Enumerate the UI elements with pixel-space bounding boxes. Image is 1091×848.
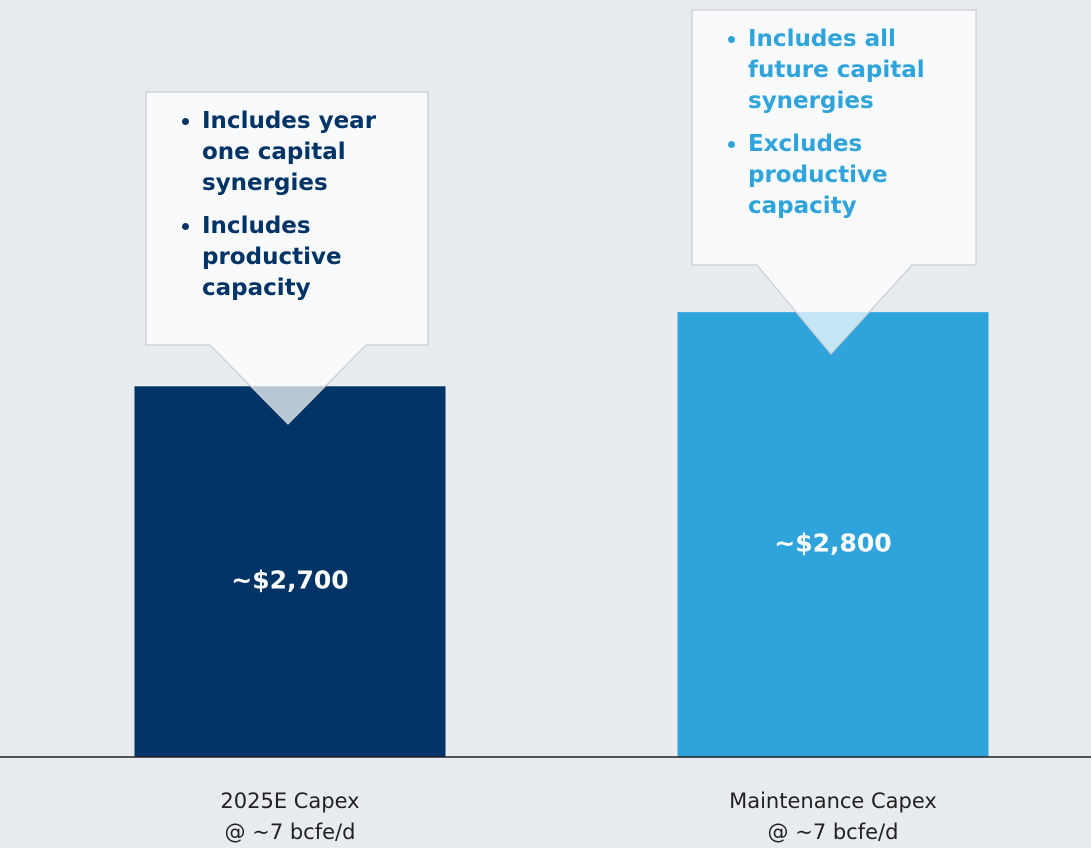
callout-list: Includes all future capital synergies Exc… (712, 24, 942, 222)
bar (134, 386, 446, 757)
value-label: ~$2,700 (231, 566, 348, 595)
x-tick-label-line: 2025E Capex (220, 789, 359, 813)
callout-box (691, 9, 977, 355)
value-label: ~$2,800 (774, 529, 891, 558)
x-tick-label-line: Maintenance Capex (729, 789, 937, 813)
x-tick-label-line: @ ~7 bcfe/d (225, 820, 356, 844)
callout-bullet: Excludes productive capacity (748, 129, 942, 222)
bar (677, 312, 989, 757)
callout-list: Includes year one capital synergies Inclu… (166, 106, 396, 304)
callout-bullet: Includes year one capital synergies (202, 106, 396, 199)
callout-bullet: Includes productive capacity (202, 211, 396, 304)
callout-box (145, 91, 429, 425)
x-tick-label: Maintenance Capex @ ~7 bcfe/d (729, 789, 937, 844)
callout-bullet: Includes all future capital synergies (748, 24, 942, 117)
callout: Includes year one capital synergies Inclu… (166, 106, 396, 316)
x-tick-label: 2025E Capex @ ~7 bcfe/d (220, 789, 359, 844)
x-tick-label-line: @ ~7 bcfe/d (768, 820, 899, 844)
callout: Includes all future capital synergies Exc… (712, 24, 942, 234)
